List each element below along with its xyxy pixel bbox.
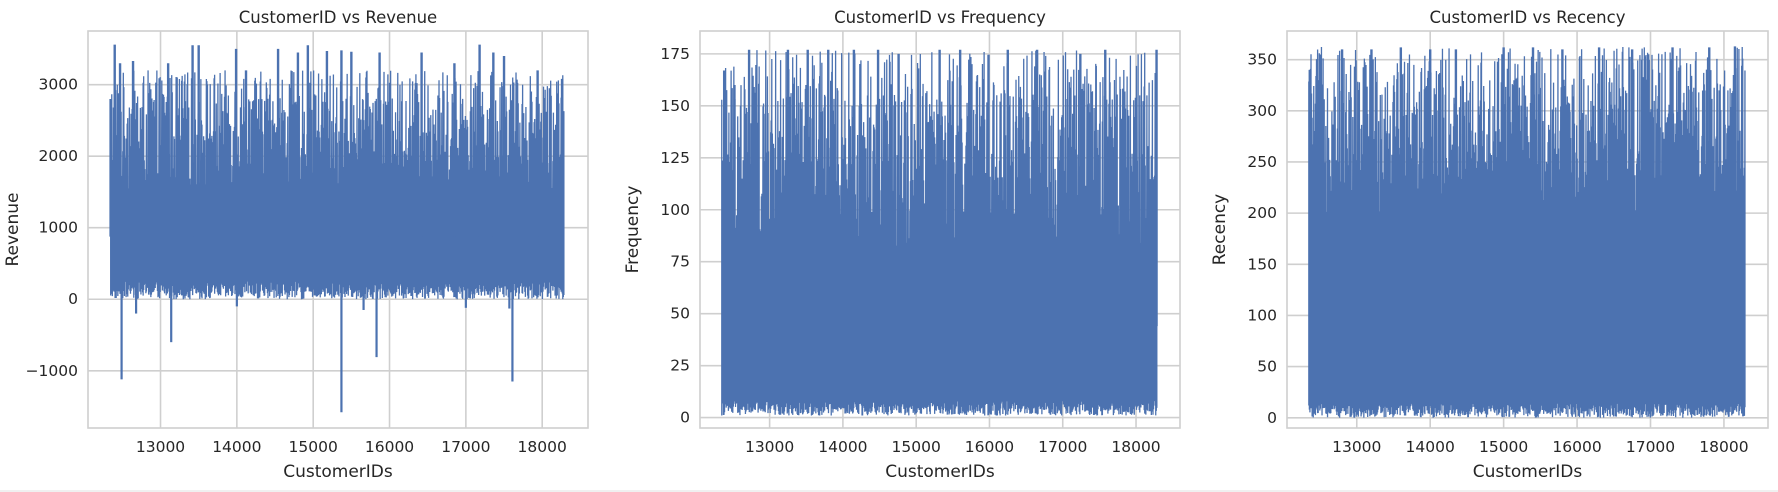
y-tick-label: 300 (1247, 102, 1277, 120)
x-tick-label: 16000 (365, 438, 414, 456)
x-tick-label: 13000 (745, 438, 794, 456)
y-axis-label: Frequency (623, 186, 643, 274)
y-tick-label: 350 (1247, 51, 1277, 69)
x-axis-label: CustomerIDs (283, 462, 393, 482)
y-tick-label: 50 (1257, 358, 1277, 376)
y-tick-label: 3000 (39, 76, 78, 94)
bottom-edge (0, 490, 1778, 492)
y-tick-label: 1000 (39, 219, 78, 237)
chart-title: CustomerID vs Recency (1430, 8, 1626, 27)
x-tick-label: 17000 (441, 438, 490, 456)
y-tick-label: 25 (670, 357, 690, 375)
axes-frame (699, 30, 1181, 429)
y-tick-label: 150 (1247, 255, 1277, 273)
x-tick-label: 14000 (212, 438, 261, 456)
x-tick-label: 17000 (1038, 438, 1087, 456)
x-tick-label: 13000 (136, 438, 185, 456)
x-tick-label: 15000 (1479, 438, 1528, 456)
y-tick-label: 125 (660, 149, 690, 167)
y-tick-label: −1000 (26, 362, 78, 380)
y-tick-label: 0 (68, 290, 78, 308)
chart-title: CustomerID vs Revenue (239, 8, 437, 27)
series-spikes (109, 44, 564, 413)
chart-recency: 13000 14000 15000 16000 17000 18000 0 50 100 150 2… (1210, 8, 1769, 482)
chart-revenue: 13000 14000 15000 16000 17000 18000 −1000 0 1000… (3, 8, 589, 482)
y-tick-label: 250 (1247, 153, 1277, 171)
axes-frame (87, 30, 589, 429)
y-tick-label: 50 (670, 305, 690, 323)
x-tick-label: 17000 (1626, 438, 1675, 456)
y-tick-label: 175 (660, 45, 690, 63)
chart-frequency: 13000 14000 15000 16000 17000 18000 0 25 50 75 100… (623, 8, 1181, 482)
y-tick-label: 150 (660, 97, 690, 115)
axes-frame (1286, 30, 1769, 429)
x-tick-label: 15000 (892, 438, 941, 456)
x-tick-label: 18000 (518, 438, 567, 456)
y-tick-label: 2000 (39, 147, 78, 165)
x-tick-label: 16000 (1552, 438, 1601, 456)
x-tick-label: 13000 (1332, 438, 1381, 456)
y-tick-label: 100 (660, 201, 690, 219)
y-axis-label: Revenue (3, 192, 23, 266)
y-axis-label: Recency (1210, 194, 1230, 266)
chart-title: CustomerID vs Frequency (834, 8, 1046, 27)
x-tick-label: 15000 (289, 438, 338, 456)
y-tick-label: 0 (1267, 409, 1277, 427)
y-tick-label: 100 (1247, 306, 1277, 324)
series-spikes (722, 49, 1158, 327)
y-tick-label: 0 (680, 409, 690, 427)
y-tick-label: 75 (670, 253, 690, 271)
x-tick-label: 18000 (1699, 438, 1748, 456)
x-tick-label: 14000 (1406, 438, 1455, 456)
x-tick-label: 14000 (818, 438, 867, 456)
series-spikes (1308, 46, 1737, 308)
x-tick-label: 18000 (1111, 438, 1160, 456)
series-line (110, 70, 565, 300)
x-tick-label: 16000 (965, 438, 1014, 456)
x-axis-label: CustomerIDs (885, 462, 995, 482)
series-line (1308, 46, 1746, 418)
y-tick-label: 200 (1247, 204, 1277, 222)
x-axis-label: CustomerIDs (1473, 462, 1583, 482)
